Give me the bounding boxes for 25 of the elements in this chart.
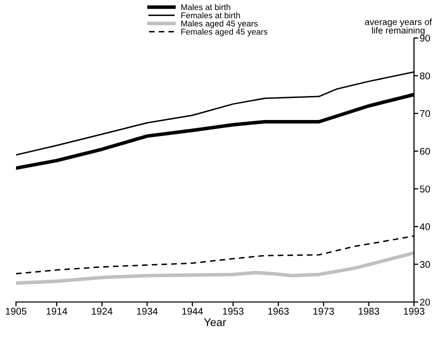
legend-label: Males at birth [181, 4, 230, 10]
y-tick-label: 30 [420, 261, 430, 268]
x-tick-label: 1914 [46, 308, 68, 315]
x-tick-label: 1983 [358, 308, 380, 315]
y-tick-label: 80 [420, 72, 430, 80]
x-tick-label: 1944 [182, 308, 203, 315]
x-tick-label: 1993 [404, 308, 424, 315]
line-series [16, 251, 414, 285]
y-tick-label: 20 [420, 298, 430, 306]
legend-label: Females at birth [181, 12, 240, 18]
x-tick-label: 1905 [6, 308, 26, 315]
y-tick-label: 70 [420, 110, 430, 118]
y-axis-title: average years of life remaining [365, 18, 432, 36]
x-tick-label: 1973 [313, 308, 334, 315]
legend-label: Females aged 45 years [181, 28, 268, 36]
x-tick-label: 1934 [137, 308, 158, 315]
x-tick-label: 1953 [223, 308, 244, 315]
y-tick-label: 40 [420, 223, 430, 230]
x-tick-label: 1924 [92, 308, 112, 315]
y-tick-label: 50 [420, 186, 430, 192]
y-tick-label: 90 [420, 34, 430, 42]
x-axis-title: Year [204, 318, 226, 326]
x-tick-label: 1963 [268, 308, 289, 315]
legend-label: Males aged 45 years [181, 20, 258, 28]
y-tick-label: 60 [420, 148, 430, 155]
